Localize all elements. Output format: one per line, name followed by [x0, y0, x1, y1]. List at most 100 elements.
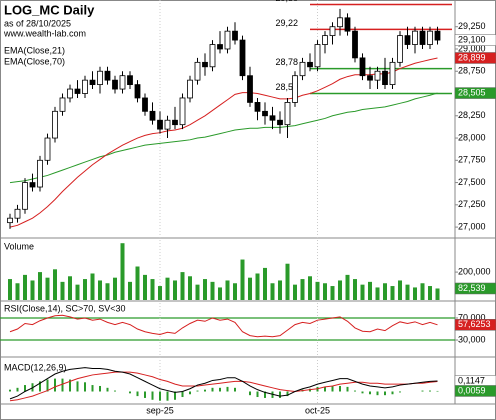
histogram-bar [264, 391, 266, 398]
volume-bar [420, 283, 425, 300]
volume-bar [368, 281, 372, 300]
candle-body [344, 17, 351, 32]
candle-body [254, 102, 261, 112]
candle-body [269, 115, 276, 121]
volume-bar [53, 269, 57, 300]
y-tick-label: 28,750 [458, 66, 486, 76]
ema21-line [9, 57, 438, 228]
volume-bar [15, 283, 20, 300]
subtitle: as of 28/10/2025 [4, 18, 71, 28]
candle-body [187, 79, 193, 99]
histogram-bar [286, 391, 289, 397]
y-tick-label: 27,000 [458, 221, 486, 231]
candle-body [337, 17, 343, 28]
value-flag [454, 319, 496, 331]
value-flag [454, 34, 496, 46]
volume-bar [83, 279, 87, 300]
histogram-bar [114, 390, 116, 392]
volume-bar [360, 284, 365, 300]
y-tick-label: 29,000 [458, 43, 486, 53]
value-flag [454, 385, 496, 397]
volume-bar [113, 277, 117, 300]
volume-bar [60, 281, 65, 300]
candle-body [247, 75, 253, 103]
y-tick-label: 28,000 [458, 132, 486, 142]
volume-bar [165, 277, 170, 300]
histogram-bar [159, 391, 161, 401]
y-tick-label: 28,250 [458, 110, 486, 120]
volume-bar [405, 284, 410, 300]
histogram-bar [39, 381, 41, 392]
candle-body [427, 30, 433, 45]
volume-bar [23, 274, 27, 300]
candle-body [22, 182, 28, 210]
candle-body [37, 159, 43, 188]
value-flag-label: 29,100 [458, 34, 486, 44]
histogram-bar [61, 378, 64, 392]
histogram-bar [354, 390, 356, 392]
volume-bar [263, 267, 267, 300]
volume-bar [120, 243, 125, 300]
ema70-line [9, 92, 438, 184]
histogram-bar [136, 391, 139, 397]
volume-bar [75, 284, 80, 300]
volume-bar [435, 288, 440, 300]
volume-bar [270, 283, 275, 300]
level-label: 28,78 [275, 57, 298, 67]
candle-body [307, 61, 313, 68]
histogram-bar [429, 390, 431, 392]
volume-bar [158, 286, 162, 300]
histogram-bar [91, 385, 94, 392]
candle-body [239, 39, 246, 77]
y-tick-label: 27,750 [458, 155, 486, 165]
volume-bar [218, 287, 222, 300]
candle-body [157, 119, 163, 130]
volume-bar [8, 279, 12, 300]
legend-entry: EMA(Close,70) [4, 56, 65, 66]
x-tick-label: sep-25 [146, 405, 174, 415]
value-flag-label: 28,899 [458, 52, 486, 62]
candle-body [367, 75, 373, 81]
candle-body [52, 110, 58, 139]
candle-body [14, 208, 21, 219]
x-tick-label: oct-25 [305, 405, 330, 415]
source: www.wealth-lab.com [3, 28, 86, 38]
volume-bar [30, 280, 35, 300]
histogram-bar [54, 378, 56, 392]
histogram-bar [249, 391, 251, 396]
candle-body [149, 110, 156, 121]
histogram-bar [189, 391, 191, 395]
histogram-bar [46, 379, 49, 392]
candle-body [292, 75, 298, 103]
histogram-bar [279, 391, 281, 398]
candle-body [299, 61, 306, 77]
candle-body [82, 79, 88, 94]
histogram-bar [151, 391, 154, 400]
histogram-bar [166, 391, 169, 401]
candle-body [217, 44, 223, 50]
histogram-bar [99, 385, 101, 392]
histogram-bar [226, 386, 229, 392]
histogram-bar [421, 390, 424, 392]
histogram-bar [361, 391, 364, 394]
y-tick-label: 29,250 [458, 21, 486, 31]
histogram-bar [369, 391, 371, 395]
histogram-bar [16, 387, 19, 392]
volume-bar [143, 274, 147, 300]
value-flag-label: 0,1147 [458, 375, 485, 385]
volume-bar [315, 281, 320, 300]
histogram-bar [331, 385, 334, 392]
candle-body [352, 30, 358, 59]
volume-bar [248, 277, 252, 300]
candle-body [389, 61, 396, 86]
candle-body [404, 35, 411, 45]
histogram-bar [24, 385, 26, 392]
value-flag [454, 52, 496, 64]
candle-body [112, 79, 118, 90]
candle-body [397, 35, 403, 63]
value-flag-label: 0,0059 [458, 385, 486, 395]
volume-bar [98, 280, 102, 300]
volume-bar [308, 276, 312, 300]
